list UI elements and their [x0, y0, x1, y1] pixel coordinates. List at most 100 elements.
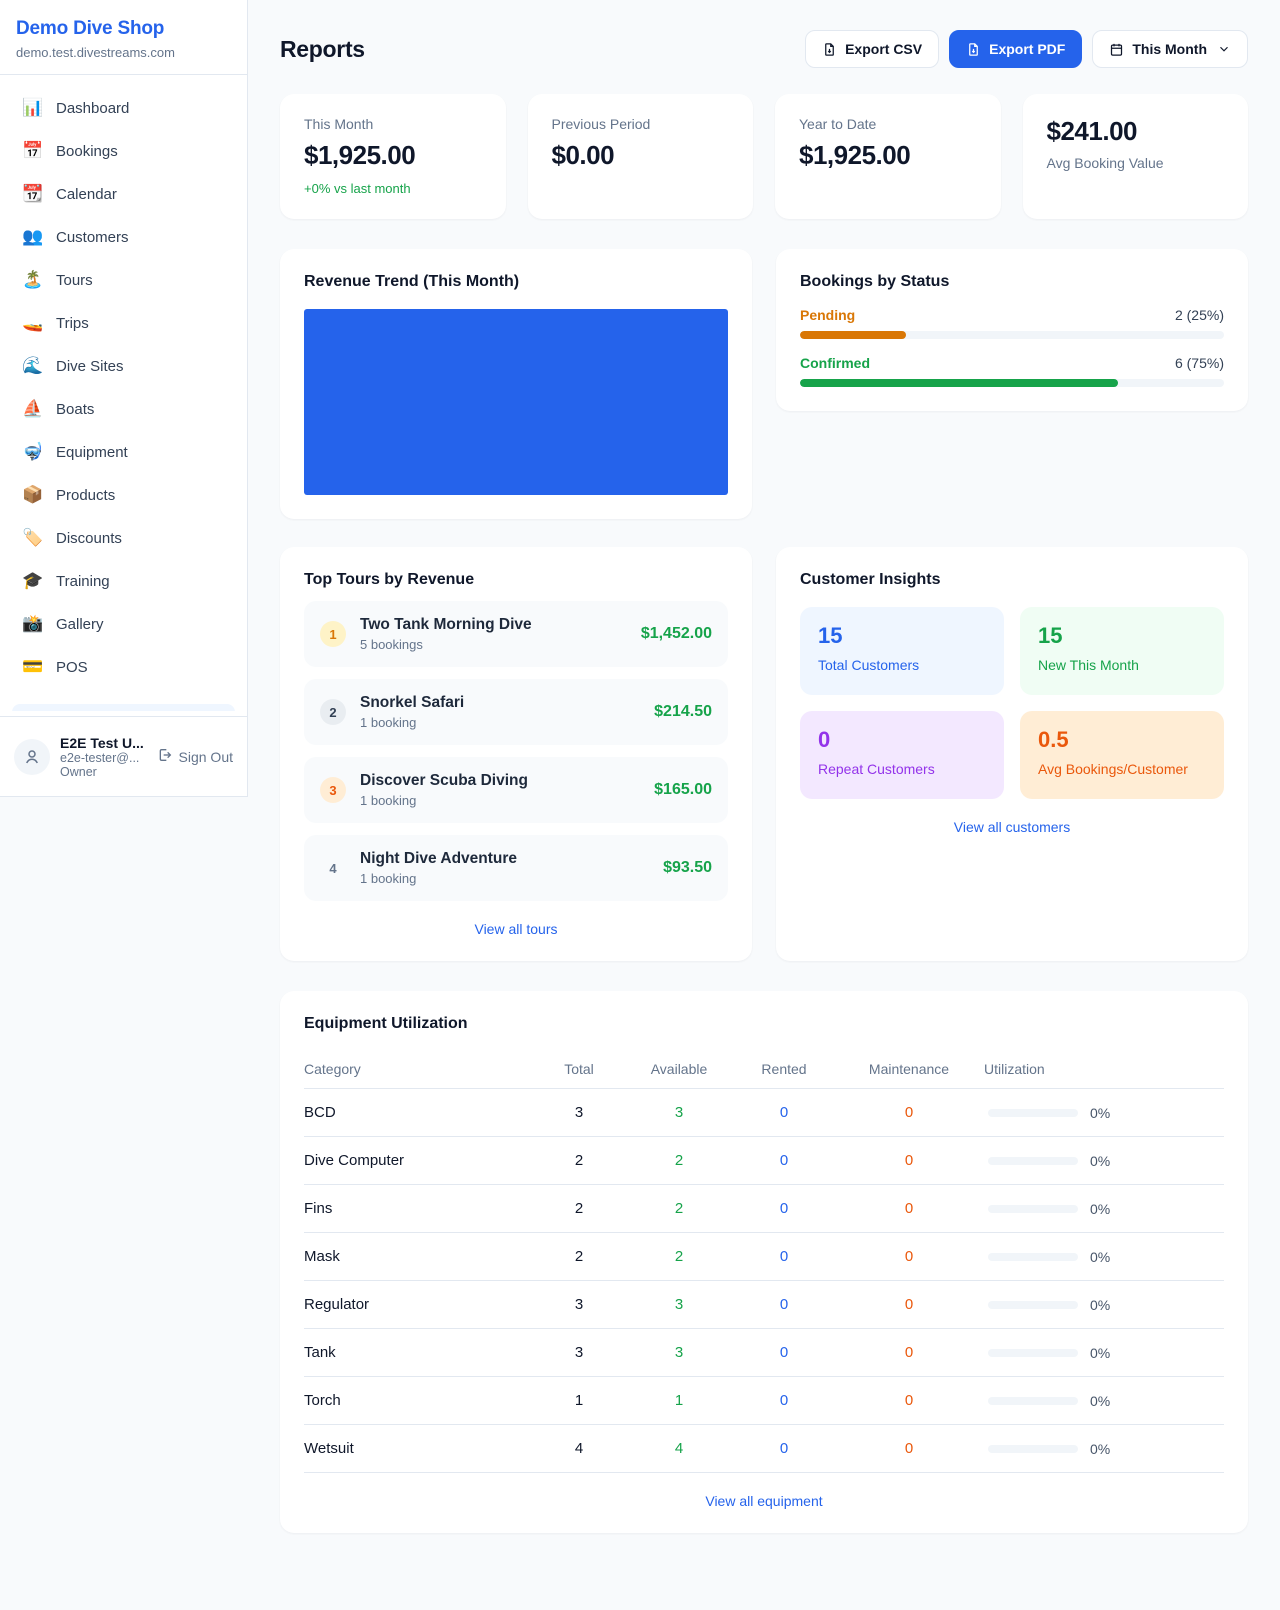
island-icon: 🏝️: [22, 270, 44, 289]
sidebar-item-label: Bookings: [56, 142, 118, 160]
tour-row: 1 Two Tank Morning Dive 5 bookings $1,452.0…: [304, 601, 728, 667]
equipment-utilization-cell: 0%: [984, 1345, 1224, 1361]
sidebar-item-boats[interactable]: ⛵ Boats: [12, 391, 235, 427]
user-panel: E2E Test U... e2e-tester@... Owner Sign …: [0, 716, 247, 796]
sign-out-button[interactable]: Sign Out: [157, 747, 233, 766]
tour-revenue: $1,452.00: [640, 625, 712, 642]
equipment-category: Regulator: [304, 1296, 370, 1313]
equipment-row-fins: Fins 2 2 0 0 0%: [304, 1185, 1224, 1233]
charts-row: Revenue Trend (This Month) Bookings by S…: [280, 249, 1248, 519]
sidebar-item-equipment[interactable]: 🤿 Equipment: [12, 434, 235, 470]
utilization-percent: 0%: [1090, 1248, 1111, 1265]
equipment-total: 3: [574, 1296, 584, 1313]
utilization-bar-track: [988, 1348, 1078, 1357]
equipment-maintenance: 0: [904, 1200, 914, 1217]
sidebar-nav: 📊 Dashboard 📅 Bookings 📆 Calendar 👥 Customers 🏝️…: [0, 75, 247, 711]
equipment-maintenance: 0: [904, 1248, 914, 1265]
sidebar-item-trips[interactable]: 🚤 Trips: [12, 305, 235, 341]
sidebar-item-bookings[interactable]: 📅 Bookings: [12, 133, 235, 169]
sidebar-item-active-partial[interactable]: [12, 704, 235, 711]
status-row-confirmed: Confirmed 6 (75%): [800, 355, 1224, 387]
equipment-rented: 0: [779, 1200, 789, 1217]
equipment-available: 3: [674, 1344, 684, 1361]
shop-name: Demo Dive Shop: [16, 18, 165, 39]
sidebar-item-calendar[interactable]: 📆 Calendar: [12, 176, 235, 212]
tour-revenue: $165.00: [654, 781, 712, 798]
sidebar-item-label: POS: [56, 658, 88, 676]
header-actions: Export CSV Export PDF This Month: [805, 30, 1248, 68]
stat-label: Previous Period: [551, 116, 651, 132]
status-row-pending: Pending 2 (25%): [800, 307, 1224, 339]
tour-name: Night Dive Adventure: [360, 850, 518, 867]
tour-name: Discover Scuba Diving: [360, 772, 528, 789]
equipment-available: 4: [674, 1440, 684, 1457]
bookings-by-status-card: Bookings by Status Pending 2 (25%) Confirm…: [776, 249, 1248, 411]
sidebar-item-discounts[interactable]: 🏷️ Discounts: [12, 520, 235, 556]
equipment-row-dive-computer: Dive Computer 2 2 0 0 0%: [304, 1137, 1224, 1185]
sidebar-header: Demo Dive Shop demo.test.divestreams.com: [0, 0, 247, 75]
status-progress-fill: [800, 331, 906, 339]
column-header-available: Available: [650, 1060, 708, 1077]
equipment-maintenance: 0: [904, 1392, 914, 1409]
sidebar-item-training[interactable]: 🎓 Training: [12, 563, 235, 599]
utilization-percent: 0%: [1090, 1296, 1111, 1313]
equipment-utilization-title: Equipment Utilization: [304, 1015, 468, 1032]
sidebar-item-dive-sites[interactable]: 🌊 Dive Sites: [12, 348, 235, 384]
stat-card-2: Year to Date $1,925.00: [775, 94, 1001, 219]
view-all-equipment-link[interactable]: View all equipment: [705, 1493, 823, 1509]
sidebar-item-label: Boats: [56, 400, 95, 418]
tour-meta: Discover Scuba Diving 1 booking: [360, 772, 640, 808]
equipment-utilization-cell: 0%: [984, 1441, 1224, 1457]
tour-meta: Snorkel Safari 1 booking: [360, 694, 640, 730]
column-header-category: Category: [304, 1060, 361, 1077]
sidebar-item-customers[interactable]: 👥 Customers: [12, 219, 235, 255]
export-pdf-button[interactable]: Export PDF: [949, 30, 1083, 68]
sidebar-item-pos[interactable]: 💳 POS: [12, 649, 235, 685]
column-header-rented: Rented: [761, 1060, 807, 1077]
tour-bookings: 1 booking: [360, 793, 417, 808]
status-line: Pending 2 (25%): [800, 307, 1224, 323]
tour-bookings: 1 booking: [360, 871, 417, 886]
equipment-total: 3: [574, 1104, 584, 1121]
view-all-customers-link[interactable]: View all customers: [953, 819, 1071, 835]
equipment-rented: 0: [779, 1152, 789, 1169]
insights-row: Top Tours by Revenue 1 Two Tank Morning D…: [280, 547, 1248, 961]
insight-label: Repeat Customers: [818, 761, 935, 777]
status-count: 2 (25%): [1174, 307, 1224, 323]
tag-icon: 🏷️: [22, 528, 44, 547]
top-tours-title: Top Tours by Revenue: [304, 571, 475, 588]
equipment-available: 2: [674, 1248, 684, 1265]
sidebar-item-label: Dashboard: [56, 99, 130, 117]
period-select[interactable]: This Month: [1092, 30, 1248, 68]
status-count: 6 (75%): [1174, 355, 1224, 371]
equipment-utilization-cell: 0%: [984, 1201, 1224, 1217]
sidebar-item-label: Equipment: [56, 443, 128, 461]
tear-off-calendar-icon: 📆: [22, 184, 44, 203]
stat-value: $0.00: [551, 140, 615, 170]
stat-label: Year to Date: [799, 116, 877, 132]
export-csv-button[interactable]: Export CSV: [805, 30, 940, 68]
sidebar-item-gallery[interactable]: 📸 Gallery: [12, 606, 235, 642]
shop-domain: demo.test.divestreams.com: [16, 45, 175, 60]
sidebar-item-tours[interactable]: 🏝️ Tours: [12, 262, 235, 298]
credit-card-icon: 💳: [22, 657, 44, 676]
equipment-category: Tank: [304, 1344, 336, 1361]
user-role: Owner: [60, 764, 97, 779]
view-all-tours-link[interactable]: View all tours: [474, 921, 558, 937]
equipment-rented: 0: [779, 1248, 789, 1265]
sidebar-item-products[interactable]: 📦 Products: [12, 477, 235, 513]
sign-out-label: Sign Out: [178, 748, 233, 765]
export-pdf-label: Export PDF: [989, 41, 1066, 57]
equipment-maintenance: 0: [904, 1152, 914, 1169]
camera-icon: 📸: [22, 614, 44, 633]
sign-out-icon: [157, 747, 173, 766]
sidebar-item-dashboard[interactable]: 📊 Dashboard: [12, 90, 235, 126]
equipment-row-wetsuit: Wetsuit 4 4 0 0 0%: [304, 1425, 1224, 1473]
tour-rank-badge: 1: [320, 621, 346, 647]
stat-delta: +0% vs last month: [304, 181, 411, 196]
stat-value: $1,925.00: [799, 140, 911, 170]
insight-tile-repeat-customers: 0 Repeat Customers: [800, 711, 1004, 799]
equipment-rented: 0: [779, 1104, 789, 1121]
equipment-total: 1: [574, 1392, 584, 1409]
insight-value: 0: [818, 727, 831, 752]
